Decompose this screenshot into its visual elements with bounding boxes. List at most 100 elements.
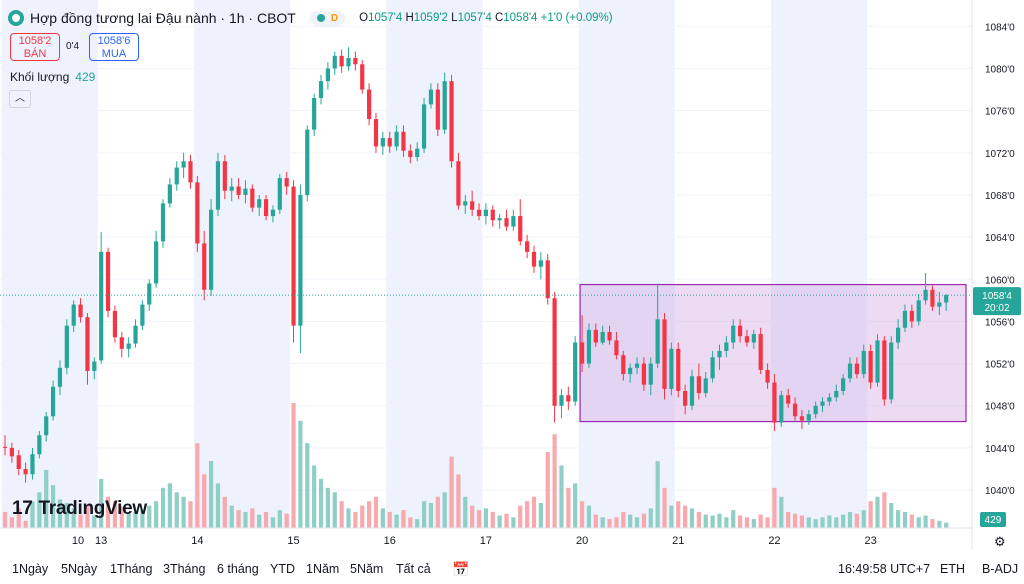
volume-legend[interactable]: Khối lượng 429 [10, 70, 95, 84]
session-toggle[interactable]: ETH [940, 562, 965, 576]
clock-timezone[interactable]: 16:49:58 UTC+7 [838, 562, 931, 576]
range-6m-button[interactable]: 6 tháng [217, 562, 259, 576]
candle-body [37, 435, 42, 455]
candle-body [263, 199, 269, 217]
volume-bar [628, 514, 633, 528]
chart-settings-icon[interactable]: ⚙ [994, 534, 1006, 549]
volume-bar [435, 496, 440, 528]
candle-body [545, 260, 550, 299]
range-3m-button[interactable]: 3Tháng [163, 562, 206, 576]
bar-countdown-label: 20:02 [984, 303, 1009, 314]
candle-body [868, 350, 873, 383]
range-5y-button[interactable]: 5Năm [350, 562, 384, 576]
candle-body [222, 161, 227, 191]
range-all-button[interactable]: Tất cả [396, 562, 431, 576]
volume-bar [64, 503, 69, 528]
volume-bar [284, 513, 289, 528]
candle-body [566, 395, 571, 402]
volume-bar [92, 515, 97, 528]
volume-bar [215, 483, 221, 528]
volume-value: 429 [75, 70, 96, 84]
candle-body [332, 55, 337, 69]
candle-body [435, 89, 440, 130]
volume-bar [16, 508, 21, 528]
candle-body [834, 390, 839, 398]
range-5d-button[interactable]: 5Ngày [61, 562, 98, 576]
adjustment-toggle[interactable]: B-ADJ [982, 562, 1019, 576]
candle-body [394, 131, 399, 147]
volume-bar [820, 517, 825, 528]
range-ytd-button[interactable]: YTD [270, 562, 295, 576]
volume-bar [367, 501, 372, 528]
volume-bar [511, 517, 516, 528]
go-to-date-calendar-icon[interactable]: 📅 [452, 561, 470, 577]
volume-bar [23, 520, 28, 528]
volume-bar [298, 420, 303, 528]
range-1m-button[interactable]: 1Tháng [110, 562, 153, 576]
volume-bar [449, 456, 454, 528]
volume-bar [30, 501, 35, 528]
candle-body [744, 336, 750, 343]
candle-body [126, 343, 131, 349]
volume-bar [641, 513, 647, 528]
volume-last-badge [980, 512, 1006, 527]
range-1d-button[interactable]: 1Ngày [12, 562, 49, 576]
volume-bar [160, 487, 166, 528]
volume-bar [648, 508, 653, 528]
sell-button[interactable]: 1058'2 BÁN [10, 33, 60, 61]
candle-body [2, 446, 8, 448]
volume-label: Khối lượng [10, 70, 70, 84]
volume-bar [470, 505, 475, 528]
candle-body [847, 363, 853, 379]
candle-body [531, 251, 537, 267]
high-label: H [405, 12, 414, 24]
session-band [578, 0, 675, 528]
candle-body [50, 386, 56, 417]
candle-body [195, 182, 200, 244]
candle-body [634, 363, 640, 368]
candle-body [662, 319, 667, 389]
volume-bar [126, 513, 131, 528]
volume-bar [277, 510, 282, 528]
volume-bar [401, 510, 406, 528]
low-value: 1057'4 [457, 12, 492, 24]
candle-body [229, 186, 234, 191]
volume-bar [387, 511, 392, 528]
candle-body [23, 468, 28, 475]
market-status-pill[interactable]: D [309, 10, 346, 26]
volume-bar [868, 501, 873, 528]
symbol-title[interactable]: Hợp đồng tương lai Đậu nành · 1h · CBOT [30, 10, 296, 26]
candle-body [758, 334, 763, 370]
buy-button[interactable]: 1058'6 MUA [89, 33, 139, 61]
candle-body [215, 161, 221, 210]
volume-bar [305, 443, 310, 528]
candle-body [909, 310, 914, 322]
candle-body [16, 455, 21, 469]
time-tick-label: 20 [576, 535, 588, 547]
volume-bar [415, 519, 420, 528]
collapse-legend-button[interactable]: ︿ [9, 90, 31, 108]
volume-bar [559, 465, 564, 528]
candle-body [717, 350, 722, 358]
volume-bar [896, 510, 901, 528]
candle-body [648, 363, 653, 385]
range-1y-button[interactable]: 1Năm [306, 562, 340, 576]
session-band [1, 0, 98, 528]
candle-body [813, 405, 818, 415]
price-tick-label: 1040'0 [985, 486, 1015, 497]
volume-bar [930, 519, 935, 528]
candle-body [525, 241, 530, 252]
volume-bar [786, 511, 791, 528]
candle-body [449, 81, 454, 162]
price-tick-label: 1060'0 [985, 275, 1015, 286]
candle-body [683, 390, 688, 406]
candle-body [147, 283, 152, 305]
volume-bar [875, 496, 880, 528]
volume-bar [147, 505, 152, 528]
volume-bar [552, 434, 557, 528]
candle-body [511, 216, 516, 227]
volume-bar [394, 514, 399, 528]
candle-body [133, 325, 138, 344]
ohlc-readout: O1057'4 H1059'2 L1057'4 C1058'4 +1'0 (+0… [359, 12, 612, 24]
